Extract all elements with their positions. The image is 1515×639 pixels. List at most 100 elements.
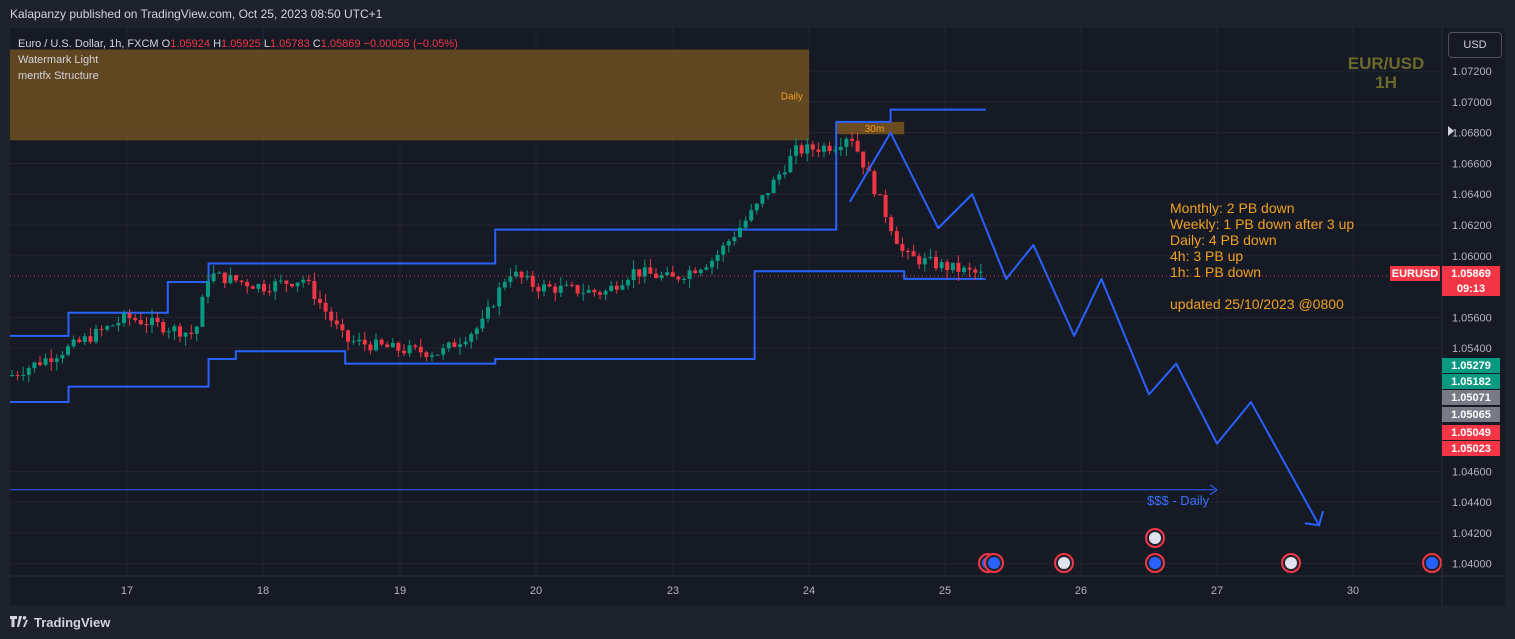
price-tag-2: 1.05182 — [1442, 374, 1500, 389]
bull-candle — [150, 317, 154, 326]
bear-candle — [855, 140, 860, 152]
date-tick-label: 20 — [530, 585, 542, 597]
bear-candle — [318, 299, 322, 303]
bull-candle — [715, 254, 720, 261]
symbol-title[interactable]: Euro / U.S. Dollar, 1h, FXCM — [18, 38, 159, 50]
bull-candle — [502, 281, 507, 288]
indicator-watermark[interactable]: Watermark Light — [18, 54, 99, 66]
bull-candle — [698, 269, 703, 274]
price-tag-5: 1.05049 — [1442, 425, 1500, 440]
bear-candle — [99, 328, 104, 330]
bear-candle — [530, 275, 535, 287]
bull-candle — [273, 281, 278, 292]
bear-candle — [323, 302, 328, 312]
bull-candle — [211, 273, 216, 282]
analysis-notes: Monthly: 2 PB down Weekly: 1 PB down aft… — [1170, 200, 1354, 312]
countdown-tag: 09:13 — [1442, 281, 1500, 296]
price-tick-label: 1.06000 — [1452, 251, 1492, 263]
bull-candle — [94, 328, 98, 342]
date-tick-label: 19 — [394, 585, 406, 597]
bear-candle — [553, 286, 558, 293]
bull-candle — [642, 267, 647, 277]
footer-brand[interactable]: TradingView — [10, 612, 110, 632]
bull-candle — [441, 348, 446, 355]
bull-candle — [581, 292, 586, 294]
bull-candle — [508, 276, 513, 282]
bull-candle — [166, 331, 171, 333]
liquidity-arrowhead — [1209, 484, 1218, 496]
bull-candle — [228, 275, 233, 284]
bull-candle — [620, 285, 625, 290]
symbol-tag: EURUSD — [1390, 266, 1440, 281]
bear-candle — [178, 326, 182, 337]
bear-candle — [654, 273, 658, 278]
projection-path — [848, 131, 1320, 526]
us-flag-icon — [1149, 532, 1161, 544]
bull-candle — [603, 291, 608, 295]
bull-candle — [782, 172, 787, 175]
bull-candle — [631, 269, 636, 281]
price-tick-label: 1.06200 — [1452, 220, 1492, 232]
price-tag-3: 1.05071 — [1442, 390, 1500, 405]
bull-candle — [939, 262, 944, 269]
high-label: H — [213, 38, 222, 50]
bear-candle — [133, 318, 138, 321]
bear-candle — [290, 283, 294, 287]
price-tick-label: 1.07000 — [1452, 97, 1492, 109]
eu-flag-icon — [988, 557, 1000, 569]
bull-candle — [659, 275, 664, 278]
note-updated: updated 25/10/2023 @0800 — [1170, 296, 1344, 312]
watermark-symbol: EUR/USD — [1347, 54, 1425, 73]
date-tick-label: 26 — [1075, 585, 1087, 597]
bear-candle — [872, 171, 877, 195]
currency-button[interactable]: USD — [1448, 32, 1502, 58]
bull-candle — [351, 341, 356, 343]
bear-candle — [413, 345, 418, 347]
close-value: 1.05869 — [320, 38, 361, 50]
bear-candle — [850, 138, 854, 141]
date-tick-label: 25 — [939, 585, 951, 597]
bull-candle — [71, 339, 76, 347]
bear-candle — [127, 313, 132, 319]
bear-candle — [88, 336, 93, 342]
bull-candle — [822, 145, 826, 152]
date-tick-label: 18 — [257, 585, 269, 597]
bull-candle — [458, 344, 462, 347]
price-tick-label: 1.04000 — [1452, 559, 1492, 571]
bear-candle — [368, 344, 373, 351]
bear-candle — [816, 149, 821, 152]
structure-upper-line — [10, 108, 986, 337]
bear-candle — [894, 231, 899, 245]
bear-candle — [15, 375, 20, 377]
bear-candle — [827, 145, 832, 152]
bull-candle — [928, 256, 933, 259]
m30-supply-zone — [836, 121, 905, 135]
bear-candle — [262, 284, 266, 292]
bear-candle — [284, 280, 289, 284]
indicator-structure[interactable]: mentfx Structure — [18, 70, 99, 82]
bull-candle — [491, 306, 496, 308]
chart-canvas[interactable]: Daily 30m $$$ - Daily 1.07200 1.07000 1.068… — [10, 28, 1505, 605]
bear-candle — [418, 346, 423, 353]
bull-candle — [54, 358, 59, 362]
bull-candle — [525, 275, 530, 278]
bull-candle — [626, 280, 630, 286]
bear-candle — [234, 275, 238, 281]
bear-candle — [945, 262, 950, 271]
top-bar: Kalapanzy published on TradingView.com, … — [0, 0, 1515, 28]
bull-candle — [721, 245, 726, 255]
bull-candle — [446, 342, 451, 349]
bull-candle — [172, 326, 177, 332]
bear-candle — [637, 269, 642, 277]
note-monthly: Monthly: 2 PB down — [1170, 200, 1295, 216]
bull-candle — [687, 270, 692, 279]
bull-candle — [32, 362, 37, 369]
bull-candle — [66, 346, 70, 355]
bear-candle — [900, 244, 905, 251]
bear-candle — [598, 292, 602, 295]
footer-brand-label: TradingView — [34, 614, 111, 630]
high-value: 1.05925 — [221, 38, 261, 50]
bear-candle — [362, 339, 367, 345]
m30-zone-label: 30m — [865, 124, 884, 135]
price-tick-label: 1.06600 — [1452, 158, 1492, 170]
